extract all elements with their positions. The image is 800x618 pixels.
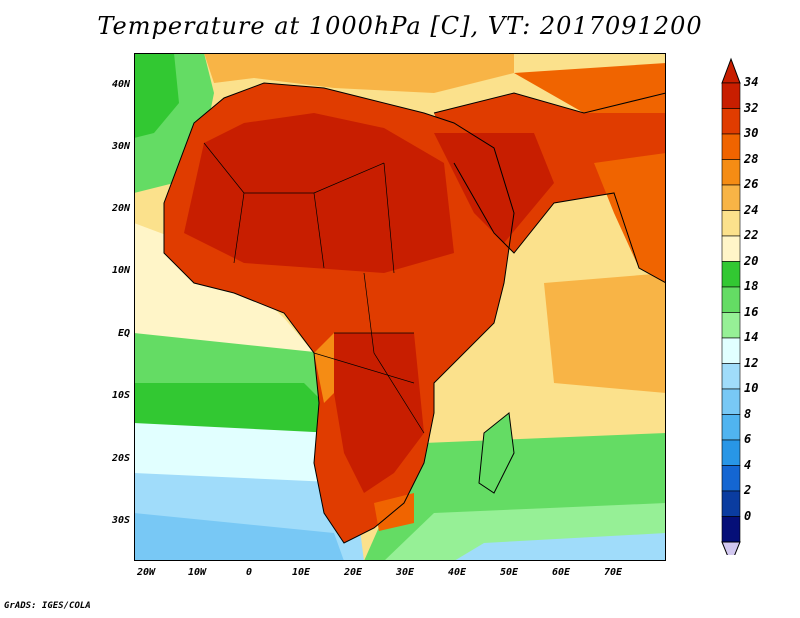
map-panel: [134, 53, 666, 561]
colorbar-segment: [721, 414, 741, 441]
colorbar-segment: [721, 235, 741, 262]
colorbar-segment: [721, 133, 741, 160]
colorbar-segment: [721, 184, 741, 211]
colorbar-level-label: 4: [744, 457, 752, 472]
colorbar-level-label: 34: [744, 75, 759, 89]
lon-label-0: 0: [245, 567, 253, 578]
colorbar-level-label: 26: [744, 177, 759, 191]
colorbar-bottom-arrow: [721, 541, 741, 555]
lat-label-10s: 10S: [111, 390, 130, 401]
colorbar: [721, 57, 741, 555]
lat-label-eq: EQ: [117, 328, 130, 339]
colorbar-level-label: 2: [744, 483, 752, 497]
temperature-field: [134, 53, 666, 561]
colorbar-segment: [721, 465, 741, 492]
colorbar-segment: [721, 439, 741, 466]
colorbar-level-label: 12: [744, 355, 759, 370]
lat-label-20n: 20N: [111, 203, 130, 214]
colorbar-segment: [721, 210, 741, 237]
lon-label-20w: 20W: [136, 567, 156, 578]
lat-label-30n: 30N: [111, 141, 130, 152]
colorbar-level-label: 14: [744, 330, 759, 344]
lat-label-30s: 30S: [111, 515, 130, 526]
lon-label-50e: 50E: [499, 567, 519, 578]
colorbar-level-label: 10: [744, 381, 759, 395]
colorbar-segment: [721, 337, 741, 364]
colorbar-level-label: 8: [744, 406, 752, 421]
lon-label-10e: 10E: [291, 567, 311, 578]
lon-label-60e: 60E: [551, 567, 571, 578]
colorbar-level-label: 32: [744, 100, 759, 115]
colorbar-segment: [721, 516, 741, 543]
lon-label-30e: 30E: [395, 567, 415, 578]
colorbar-level-label: 28: [744, 151, 759, 166]
colorbar-level-label: 20: [744, 253, 759, 268]
lat-label-40n: 40N: [111, 79, 130, 90]
lat-label-20s: 20S: [111, 453, 130, 464]
colorbar-segment: [721, 490, 741, 517]
lon-label-20e: 20E: [343, 567, 363, 578]
lon-label-70e: 70E: [603, 567, 623, 578]
credit-text: GrADS: IGES/COLA: [4, 601, 91, 611]
colorbar-segment: [721, 159, 741, 186]
colorbar-top-arrow: [721, 57, 741, 84]
colorbar-level-label: 30: [744, 126, 759, 140]
colorbar-level-label: 6: [744, 432, 752, 446]
colorbar-segment: [721, 261, 741, 288]
colorbar-level-label: 16: [744, 304, 759, 319]
colorbar-level-label: 18: [744, 279, 759, 293]
lat-label-10n: 10N: [111, 265, 130, 276]
colorbar-segment: [721, 388, 741, 415]
colorbar-segment: [721, 108, 741, 135]
colorbar-level-label: 24: [744, 202, 759, 217]
lon-label-40e: 40E: [447, 567, 467, 578]
colorbar-segment: [721, 82, 741, 109]
colorbar-segment: [721, 312, 741, 339]
colorbar-segment: [721, 363, 741, 390]
colorbar-level-label: 0: [744, 508, 752, 523]
chart-title: Temperature at 1000hPa [C], VT: 20170912…: [97, 12, 703, 40]
colorbar-segment: [721, 286, 741, 313]
lon-label-10w: 10W: [187, 567, 207, 578]
colorbar-level-label: 22: [744, 228, 759, 242]
